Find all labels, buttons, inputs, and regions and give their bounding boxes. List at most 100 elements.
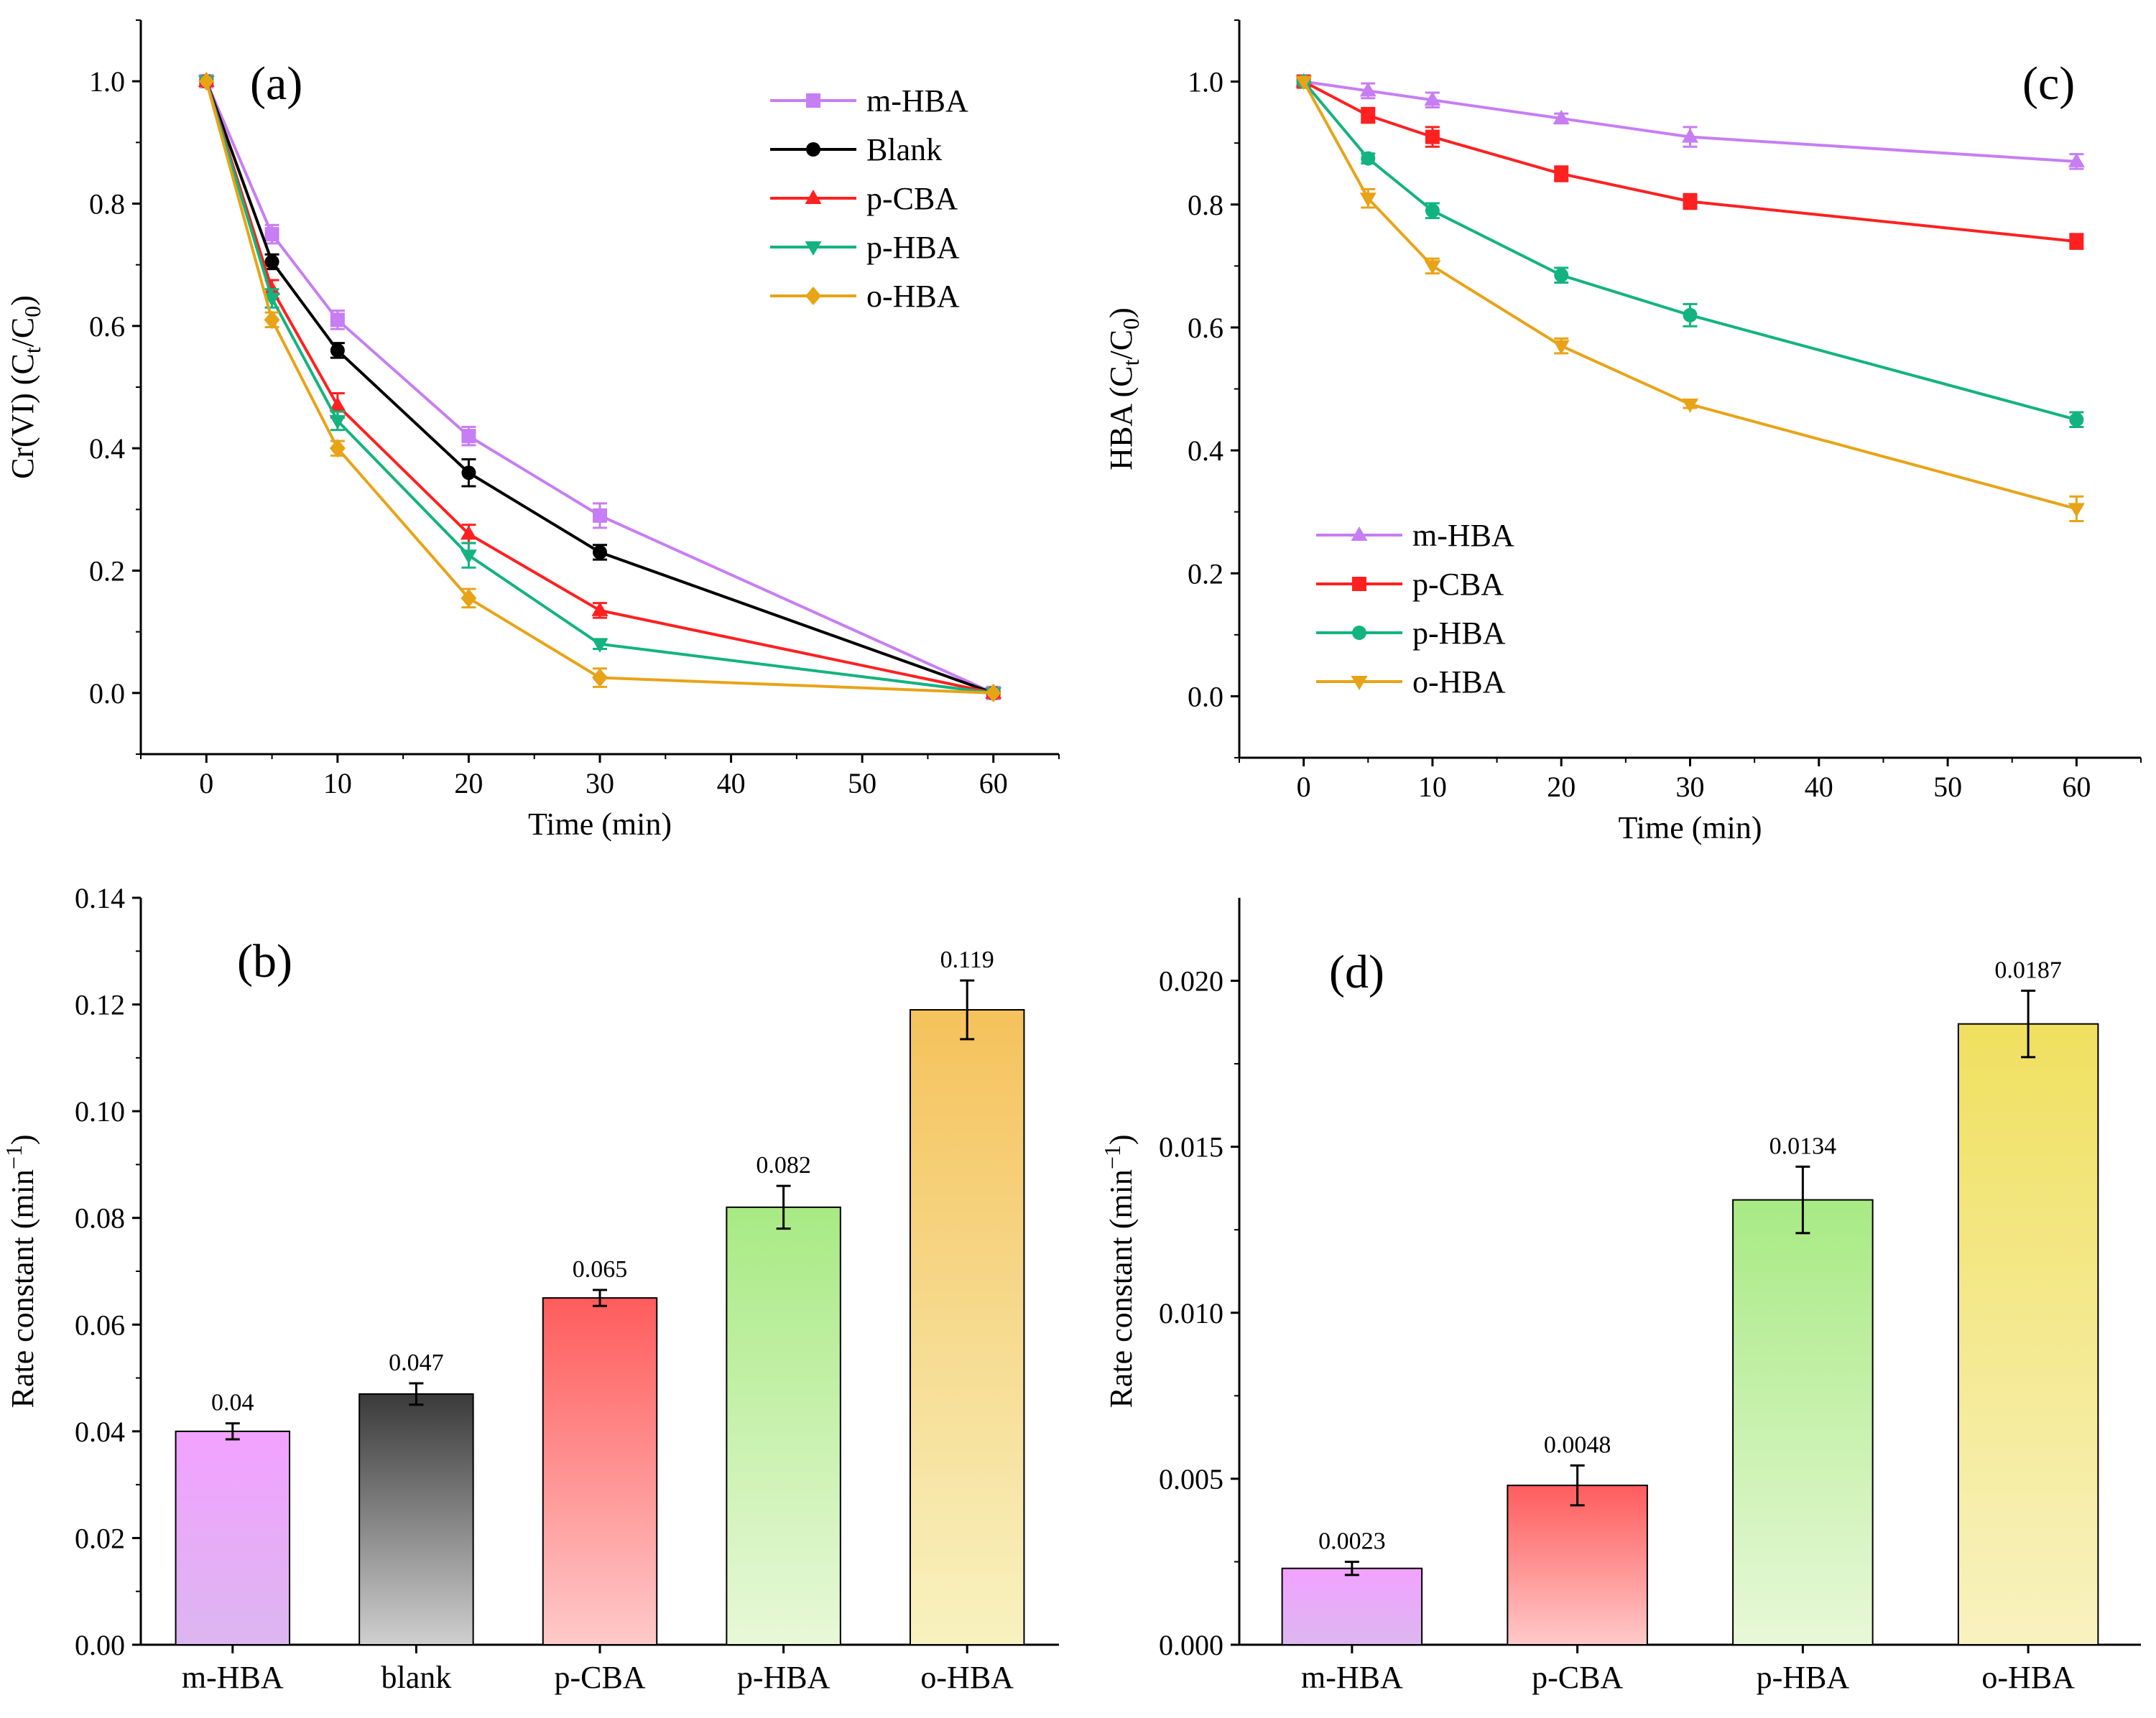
category-label: blank: [381, 1660, 452, 1695]
data-point: [985, 683, 1001, 702]
data-point: [591, 638, 609, 653]
y-axis-title: Cr(VI) (Ct/C0): [5, 295, 45, 479]
legend: m-HBA p-CBA p-HBA o-HBA: [1316, 518, 1514, 700]
panel-label: (d): [1329, 946, 1384, 998]
series-p-cba: [1296, 74, 2084, 250]
x-tick-label: 40: [1805, 771, 1833, 803]
bar-value-label: 0.047: [389, 1350, 444, 1376]
data-point: [264, 310, 280, 330]
bar-value-label: 0.065: [573, 1256, 628, 1283]
y-tick-label: 1.0: [1188, 66, 1223, 98]
y-axis-title: Rate constant (min−1): [1, 1134, 40, 1408]
data-point: [1361, 108, 1376, 123]
bar-blank: [358, 1393, 474, 1646]
series-line: [205, 80, 994, 695]
y-tick-label: 0.6: [1188, 312, 1223, 344]
series-line: [1303, 80, 2077, 422]
data-point: [2068, 503, 2085, 518]
data-point: [1424, 260, 1441, 275]
x-tick-label: 0: [1297, 771, 1311, 803]
x-tick-label: 20: [1547, 771, 1576, 803]
series-p-hba: [1296, 74, 2084, 429]
legend-label: p-CBA: [1412, 567, 1504, 602]
bar-m-hba: [175, 1430, 291, 1646]
data-point: [264, 254, 279, 269]
legend-label: Blank: [866, 132, 942, 167]
data-point: [1425, 129, 1440, 144]
panel-a-line-chart: 0.0 0.2 0.4 0.6 0.8 1.0 0 10 20 30 40 50 60 Time (min…: [5, 19, 1060, 842]
legend-marker: [805, 190, 822, 204]
y-tick-label: 0.020: [1159, 965, 1223, 998]
data-point: [330, 312, 345, 328]
y-tick-label: 0.12: [75, 989, 125, 1021]
data-point: [330, 343, 345, 358]
x-tick-label: 0: [199, 767, 213, 799]
x-tick-label: 10: [1418, 771, 1447, 803]
data-point: [461, 429, 476, 444]
y-tick-label: 0.04: [75, 1416, 125, 1448]
y-tick-label: 0.8: [1188, 189, 1223, 221]
panel-c-line-chart: 0.0 0.2 0.4 0.6 0.8 1.0 0 10 20 30 40 50 60 Time (min…: [1104, 19, 2142, 845]
bar-p-cba: [1507, 1485, 1648, 1645]
y-tick-label: 0.000: [1159, 1629, 1223, 1661]
data-point: [198, 72, 215, 91]
series-o-hba: [1295, 75, 2085, 523]
data-point: [1682, 128, 1698, 143]
bar-p-hba: [1732, 1199, 1874, 1645]
data-point: [593, 544, 607, 559]
legend-marker: [806, 142, 820, 157]
data-point: [2069, 412, 2084, 427]
data-point: [460, 525, 477, 540]
bar-p-hba: [726, 1206, 841, 1646]
series-line: [205, 80, 994, 695]
panel-d-bar-chart: 0.000 0.005 0.010 0.015 0.020 Rate constant (…: [1099, 898, 2141, 1695]
x-axis-title: Time (min): [1618, 810, 1762, 845]
series-line: [205, 80, 994, 695]
bar-m-hba: [1281, 1567, 1423, 1646]
data-point: [264, 292, 281, 307]
legend-marker: [805, 241, 822, 256]
panel-label: (a): [250, 57, 302, 110]
y-tick-label: 0.08: [75, 1202, 125, 1235]
legend-label: o-HBA: [866, 279, 960, 314]
data-point: [1424, 91, 1441, 106]
series-line: [1303, 80, 2077, 243]
category-label: o-HBA: [1981, 1660, 2075, 1695]
data-point: [1359, 82, 1377, 97]
legend-marker: [1352, 577, 1366, 591]
data-point: [264, 227, 279, 242]
data-point: [1361, 151, 1376, 166]
y-tick-label: 0.02: [75, 1522, 125, 1554]
y-tick-label: 1.0: [89, 65, 125, 98]
legend-marker: [1352, 626, 1366, 640]
data-point: [592, 668, 608, 687]
legend-label: o-HBA: [1412, 664, 1506, 700]
data-point: [591, 601, 609, 616]
category-label: m-HBA: [1301, 1660, 1403, 1695]
bar-value-label: 0.0023: [1318, 1528, 1386, 1554]
series-line: [205, 80, 994, 695]
data-point: [329, 396, 346, 412]
data-point: [1683, 307, 1698, 322]
bar-value-label: 0.0187: [1994, 957, 2062, 983]
legend-marker: [1351, 676, 1368, 690]
y-tick-label: 0.14: [75, 882, 125, 914]
y-tick-label: 0.4: [89, 432, 125, 465]
series-m-hba: [1295, 73, 2085, 170]
data-point: [1425, 203, 1440, 218]
panel-label: (b): [237, 935, 292, 988]
y-tick-label: 0.06: [75, 1309, 125, 1341]
x-tick-label: 60: [979, 767, 1008, 799]
series-line: [1303, 80, 2077, 163]
y-tick-label: 0.4: [1188, 435, 1223, 467]
bar-value-label: 0.0134: [1769, 1133, 1837, 1159]
data-point: [1295, 75, 1313, 90]
legend-marker: [806, 93, 820, 108]
data-point: [461, 588, 477, 608]
category-label: p-CBA: [1532, 1660, 1623, 1695]
data-point: [1553, 109, 1570, 124]
data-point: [329, 439, 346, 458]
y-tick-label: 0.0: [89, 677, 125, 710]
data-point: [1554, 268, 1569, 283]
